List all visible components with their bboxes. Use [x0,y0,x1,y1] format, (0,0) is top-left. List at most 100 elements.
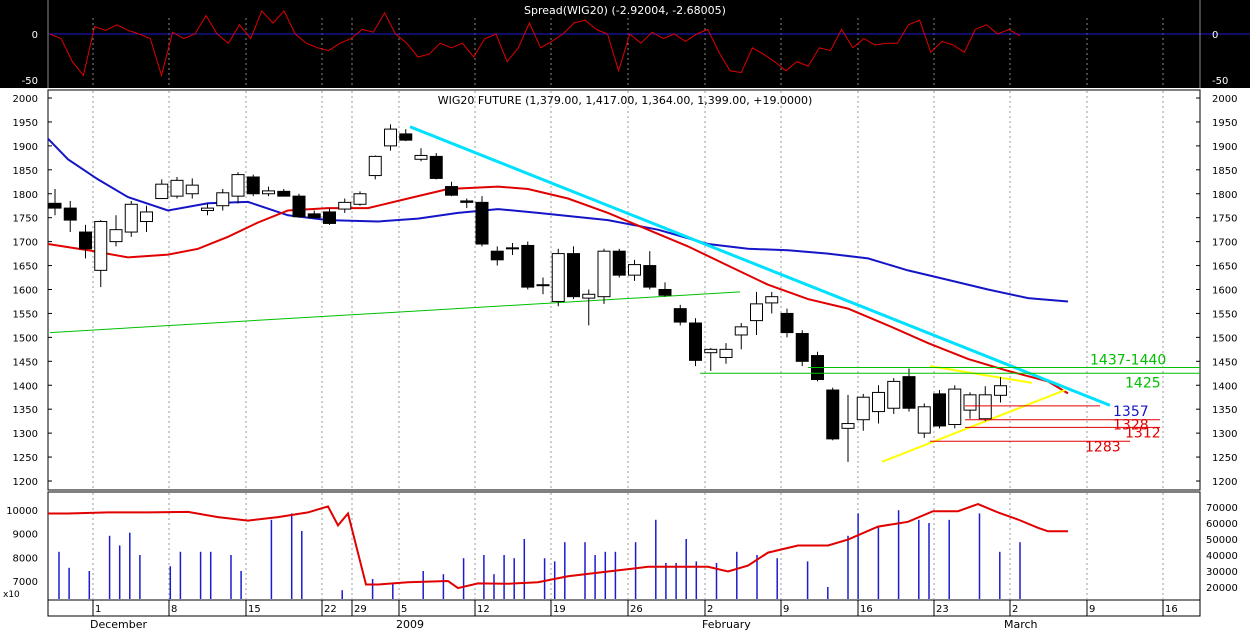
candle-down [902,376,916,409]
price-tick-label-right: 1900 [1212,142,1237,153]
moving-average-blue [47,138,1069,303]
candle-up [719,348,733,358]
candle-up [353,193,367,205]
volume-left-tick-label: 7000 [13,577,38,588]
candle-up [948,388,962,426]
candle-down [643,265,657,288]
price-tick-label-right: 1950 [1212,118,1237,129]
moving-average-red [47,185,1069,395]
price-tick-label-right: 1450 [1212,357,1237,368]
candle-down [933,393,946,427]
price-tick-label-left: 1650 [13,262,38,273]
price-tick-label-left: 1300 [13,429,38,440]
candle-up [185,184,199,195]
candle-down [79,231,92,250]
price-tick-label-left: 1750 [13,214,38,225]
x-day-label: 23 [936,604,949,615]
volume-left-tick-label: 10000 [6,506,38,517]
candle-up [536,284,550,287]
x-day-label: 2 [1012,604,1018,615]
price-tick-label-right: 1250 [1212,453,1237,464]
price-panel [47,89,1201,491]
candle-down [460,200,474,203]
spread-panel [0,0,1250,88]
price-tick-label-right: 1600 [1212,286,1237,297]
candle-up [262,190,275,195]
candle-down [292,195,306,218]
volume-right-tick-label: 20000 [1206,583,1238,594]
candle-up [155,183,169,200]
price-tick-label-left: 1900 [13,142,38,153]
level-label: 1425 [1125,375,1161,391]
candle-up [963,394,977,411]
spread-tick-label-right: 0 [1212,30,1218,41]
price-tick-label-left: 1350 [13,405,38,416]
x-day-label: 2 [707,604,713,615]
price-tick-label-left: 1400 [13,381,38,392]
candle-up [170,179,184,197]
price-tick-label-left: 1250 [13,453,38,464]
candle-up [872,391,885,413]
volume-right-tick-label: 70000 [1206,503,1238,514]
price-tick-label-left: 2000 [13,94,38,105]
price-tick-label-right: 1800 [1212,190,1237,201]
candle-up [506,247,519,250]
candle-up [109,229,123,243]
candle-up [750,303,763,322]
candle-up [94,221,108,271]
spread-tick-label-right: -50 [1212,76,1228,87]
x-day-label: 8 [171,604,177,615]
candle-up [338,201,352,210]
price-title: WIG20 FUTURE (1,379.00, 1,417.00, 1,364.… [438,94,813,107]
volume-right-tick-label: 30000 [1206,567,1238,578]
candle-down [475,201,489,245]
price-tick-label-right: 1650 [1212,262,1237,273]
spread-tick-label-left: -50 [22,76,38,87]
candle-up [978,394,992,420]
price-tick-label-right: 1400 [1212,381,1237,392]
candle-down [795,333,809,362]
candle-up [856,396,870,421]
volume-average-line [48,503,1068,590]
candle-up [231,174,245,197]
price-tick-label-right: 1350 [1212,405,1237,416]
x-day-label: 16 [860,604,873,615]
candle-up [994,385,1007,396]
candle-up [551,253,565,302]
x-day-label: 22 [324,604,337,615]
candle-up [414,154,428,160]
x-day-label: 15 [248,604,261,615]
price-tick-label-right: 1550 [1212,309,1237,320]
candle-down [567,253,580,298]
candle-down [689,322,702,361]
candle-up [704,348,718,354]
level-label: 1357 [1113,404,1149,420]
candle-up [597,250,611,298]
candle-down [277,190,291,197]
trend-line [881,389,1066,463]
level-label: 1328 [1113,418,1149,434]
price-tick-label-right: 2000 [1212,94,1237,105]
candle-up [216,192,230,207]
level-label: 1312 [1125,425,1161,441]
candle-up [124,203,138,233]
price-tick-label-right: 1700 [1212,238,1237,249]
candle-down [445,186,458,196]
candle-down [658,289,672,296]
x-month-label: December [90,618,148,631]
x-day-label: 19 [553,604,566,615]
candle-up [582,293,596,299]
candle-down [490,250,504,261]
volume-right-tick-label: 60000 [1206,519,1238,530]
candle-down [323,211,336,224]
candle-down [399,133,413,141]
price-tick-label-left: 1850 [13,166,38,177]
price-tick-label-left: 1550 [13,309,38,320]
volume-left-tick-label: 9000 [13,530,38,541]
candle-up [201,207,214,212]
x-day-label: 12 [477,604,490,615]
volume-panel [47,491,1201,601]
price-tick-label-left: 1800 [13,190,38,201]
multiplier-label: x10 [3,590,20,600]
